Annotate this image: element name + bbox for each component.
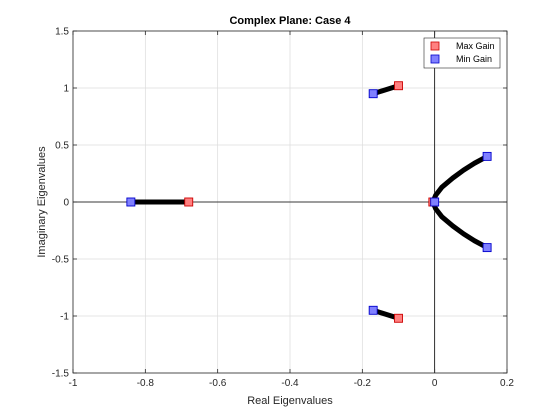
- max-gain-marker: [394, 313, 403, 323]
- x-tick-label: -0.4: [281, 378, 299, 389]
- y-tick-label: 1.5: [55, 27, 69, 38]
- legend-marker-max-gain: [430, 41, 440, 51]
- x-tick-label: 0: [432, 378, 438, 389]
- x-tick-label: -0.2: [354, 378, 372, 389]
- x-tick-label: -0.8: [137, 378, 155, 389]
- locus-branch-5: [430, 199, 490, 251]
- y-tick-label: -0.5: [52, 255, 70, 266]
- x-axis-label: Real Eigenvalues: [247, 395, 333, 407]
- y-tick-label: -1.5: [52, 369, 70, 380]
- min-gain-marker: [368, 89, 378, 99]
- min-gain-marker: [482, 151, 492, 161]
- gain-markers: [126, 81, 492, 323]
- y-tick-label: 0.5: [55, 141, 69, 152]
- max-gain-marker: [184, 197, 194, 207]
- chart-title: Complex Plane: Case 4: [229, 15, 351, 27]
- y-tick-label: 0: [63, 198, 69, 209]
- legend-label-min-gain: Min Gain: [456, 54, 492, 64]
- legend: Max Gain Min Gain: [423, 37, 501, 69]
- x-tick-label: -1: [69, 378, 78, 389]
- max-gain-marker: [394, 81, 403, 91]
- min-gain-marker: [482, 243, 492, 253]
- legend-label-max-gain: Max Gain: [456, 41, 495, 51]
- tick-labels: -1 -0.8 -0.6 -0.4 -0.2 0 0.2-1.5-1-0.500.511.5: [52, 27, 515, 390]
- y-axis-label: Imaginary Eigenvalues: [36, 146, 48, 258]
- y-tick-label: 1: [63, 84, 69, 95]
- legend-marker-min-gain: [430, 54, 440, 64]
- min-gain-marker: [368, 305, 378, 315]
- min-gain-marker: [430, 197, 440, 207]
- x-tick-label: 0.2: [500, 378, 514, 389]
- x-tick-label: -0.6: [209, 378, 227, 389]
- axis-ticks: [72, 30, 508, 374]
- min-gain-marker: [126, 197, 136, 207]
- locus-branch-4: [430, 153, 490, 205]
- y-tick-label: -1: [60, 312, 69, 323]
